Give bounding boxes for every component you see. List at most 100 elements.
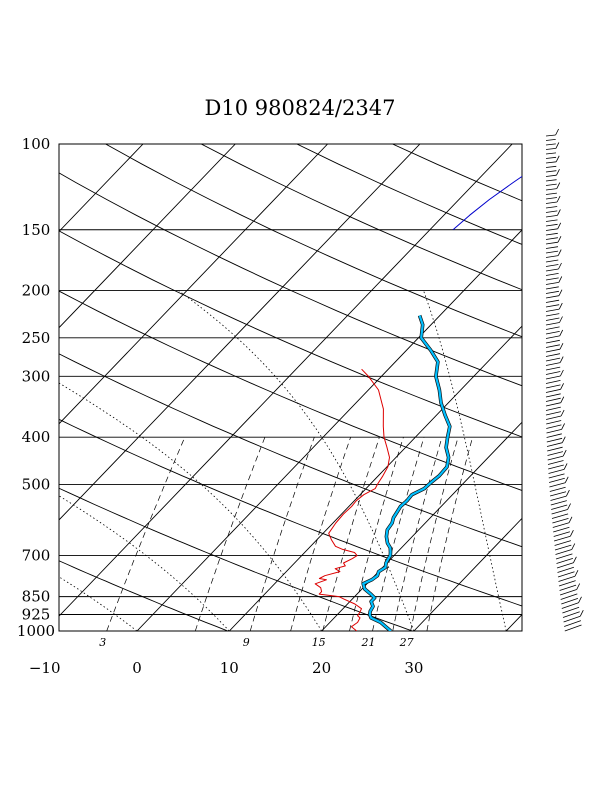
wind-barb — [545, 197, 558, 200]
wind-barb — [546, 429, 562, 434]
wind-barb — [545, 228, 558, 231]
wind-barb-flag — [557, 209, 561, 216]
pressure-tick-label: 400 — [22, 428, 51, 446]
pressure-tick-label: 850 — [22, 588, 51, 606]
wind-barb — [552, 518, 569, 524]
wind-barb — [545, 366, 561, 371]
wind-barb — [546, 424, 562, 429]
wind-barb-flag — [567, 503, 571, 510]
isotherm-line — [136, 229, 522, 631]
wind-barb-flag — [562, 449, 567, 457]
wind-barb — [545, 183, 557, 186]
mixing-ratio-line — [392, 437, 443, 631]
dry-adiabat-line — [59, 230, 522, 438]
wind-barb-flag — [556, 195, 561, 203]
dry-adiabat-line — [200, 144, 522, 291]
wind-barb — [545, 282, 559, 285]
pressure-tick-label: 200 — [22, 282, 51, 300]
wind-barb-flag — [555, 155, 560, 162]
wind-barb — [549, 482, 566, 488]
wind-barb-flag — [560, 409, 565, 417]
wind-barb — [545, 134, 556, 137]
wind-barb-flag — [574, 570, 579, 577]
wind-barb-flag — [573, 556, 577, 563]
wind-barb — [545, 268, 559, 272]
wind-barb — [545, 143, 556, 146]
temperature-tick-label: −10 — [29, 659, 61, 677]
mixing-ratio-tick-label: 9 — [243, 636, 250, 649]
isotherm-line — [228, 325, 522, 631]
isotherm-line — [599, 144, 612, 631]
wind-barb — [564, 624, 582, 632]
wind-barb — [545, 357, 561, 362]
temperature-tick-label: 20 — [312, 659, 331, 677]
wind-barb — [545, 206, 558, 209]
wind-barb — [545, 250, 559, 254]
wind-barb — [545, 290, 559, 294]
mixing-ratio-tick-label: 15 — [312, 636, 326, 649]
plot-frame — [58, 143, 523, 632]
wind-barb — [545, 411, 561, 416]
wind-barb-flag — [558, 276, 563, 283]
wind-barb — [560, 593, 578, 600]
wind-barb — [545, 375, 561, 380]
mixing-ratio-line — [290, 437, 351, 631]
wind-barb — [545, 304, 560, 308]
wind-barb — [551, 509, 568, 515]
pressure-tick-label: 1000 — [17, 622, 55, 640]
wind-barb-flag — [557, 236, 562, 243]
wind-barb — [546, 437, 563, 443]
wind-barb — [557, 571, 575, 578]
wind-barb — [545, 317, 560, 321]
wind-barb — [549, 491, 567, 497]
wind-barb-flag — [566, 489, 570, 497]
wind-barb-flag — [556, 169, 560, 176]
wind-barb — [545, 192, 557, 195]
mixing-ratio-line — [410, 437, 459, 631]
wind-barb — [545, 339, 560, 344]
wind-barb — [545, 344, 560, 348]
wind-barb-flag — [578, 596, 582, 603]
wind-barb — [545, 362, 561, 366]
temperature-profile — [362, 315, 451, 631]
wind-barb — [545, 384, 561, 389]
isotherm-line — [413, 517, 522, 631]
wind-barb — [545, 335, 560, 339]
mixing-ratio-tick-label: 21 — [361, 636, 376, 649]
wind-barb — [545, 322, 560, 326]
wind-barb — [546, 415, 562, 420]
mixing-ratio-line — [106, 437, 186, 631]
pressure-tick-label: 300 — [22, 367, 51, 385]
wind-barb-flag — [561, 423, 565, 430]
moist-adiabat-line — [59, 576, 138, 631]
wind-barb — [545, 388, 561, 393]
temperature-axis-labels: −10 0 10 20 30 — [29, 659, 424, 677]
wind-barb — [554, 540, 572, 546]
pressure-tick-label: 700 — [22, 547, 51, 565]
moist-adiabat-line — [59, 382, 322, 631]
wind-barb — [545, 277, 559, 281]
temperature-tick-label: 30 — [404, 659, 423, 677]
wind-barb — [546, 433, 562, 438]
dry-adiabat-line — [392, 144, 522, 202]
wind-barb — [545, 286, 559, 290]
wind-barb — [558, 580, 576, 587]
wind-barb — [548, 464, 564, 470]
wind-barb — [545, 156, 557, 159]
wind-barb — [563, 615, 581, 623]
wind-barb — [545, 161, 557, 164]
wind-barb — [545, 348, 561, 353]
wind-barb — [545, 264, 559, 267]
pressure-tick-label: 925 — [22, 606, 51, 624]
isotherm-line — [59, 144, 513, 617]
wind-barb — [545, 402, 561, 407]
isotherm-line — [59, 144, 421, 521]
wind-barb-flag — [568, 516, 573, 523]
wind-barb — [545, 326, 560, 330]
moist-adiabat-line — [423, 290, 507, 631]
wind-barb — [562, 606, 580, 614]
pressure-tick-label: 100 — [22, 135, 51, 153]
wind-barb-flag — [557, 222, 562, 229]
